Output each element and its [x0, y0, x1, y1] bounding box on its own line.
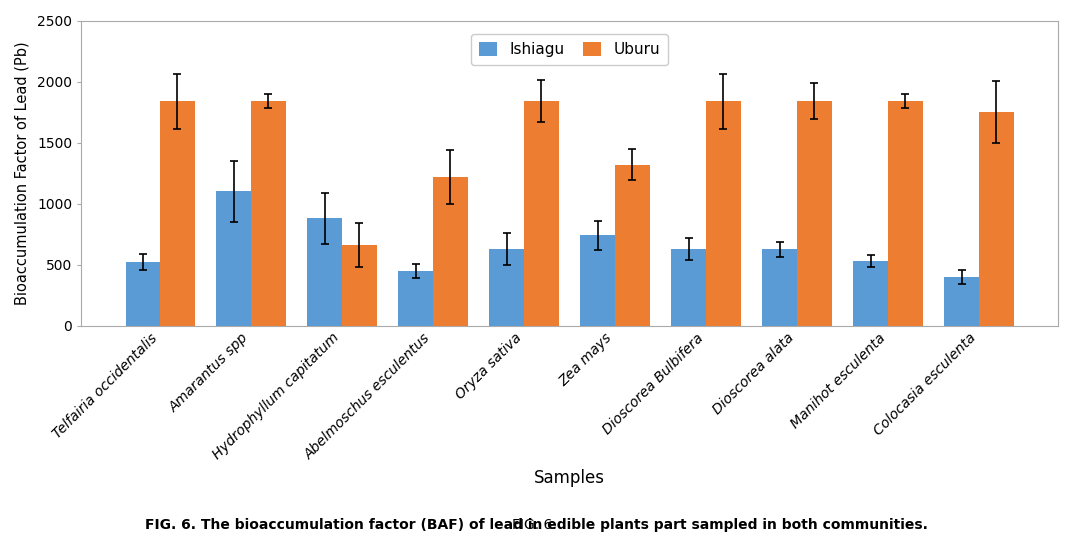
Bar: [797, 101, 832, 326]
Text: FIG. 6. The bioaccumulation factor (BAF) of lead in edible plants part sampled i: FIG. 6. The bioaccumulation factor (BAF)…: [145, 518, 928, 532]
Bar: [853, 261, 888, 326]
Bar: [398, 271, 433, 326]
Bar: [308, 218, 342, 326]
X-axis label: Samples: Samples: [534, 470, 605, 488]
Bar: [126, 262, 160, 326]
Bar: [580, 235, 615, 326]
Bar: [888, 101, 923, 326]
Bar: [342, 245, 377, 326]
Y-axis label: Bioaccumulation Factor of Lead (Pb): Bioaccumulation Factor of Lead (Pb): [15, 41, 30, 305]
Bar: [524, 101, 559, 326]
Bar: [763, 250, 797, 326]
Bar: [979, 112, 1014, 326]
Bar: [217, 192, 251, 326]
Bar: [944, 277, 979, 326]
Bar: [672, 249, 706, 326]
Bar: [706, 101, 740, 326]
Text: FIG. 6.: FIG. 6.: [512, 518, 561, 532]
Bar: [251, 101, 285, 326]
Legend: Ishiagu, Uburu: Ishiagu, Uburu: [471, 34, 667, 64]
Bar: [489, 249, 524, 326]
Bar: [160, 101, 194, 326]
Bar: [433, 177, 468, 326]
Bar: [615, 164, 649, 326]
